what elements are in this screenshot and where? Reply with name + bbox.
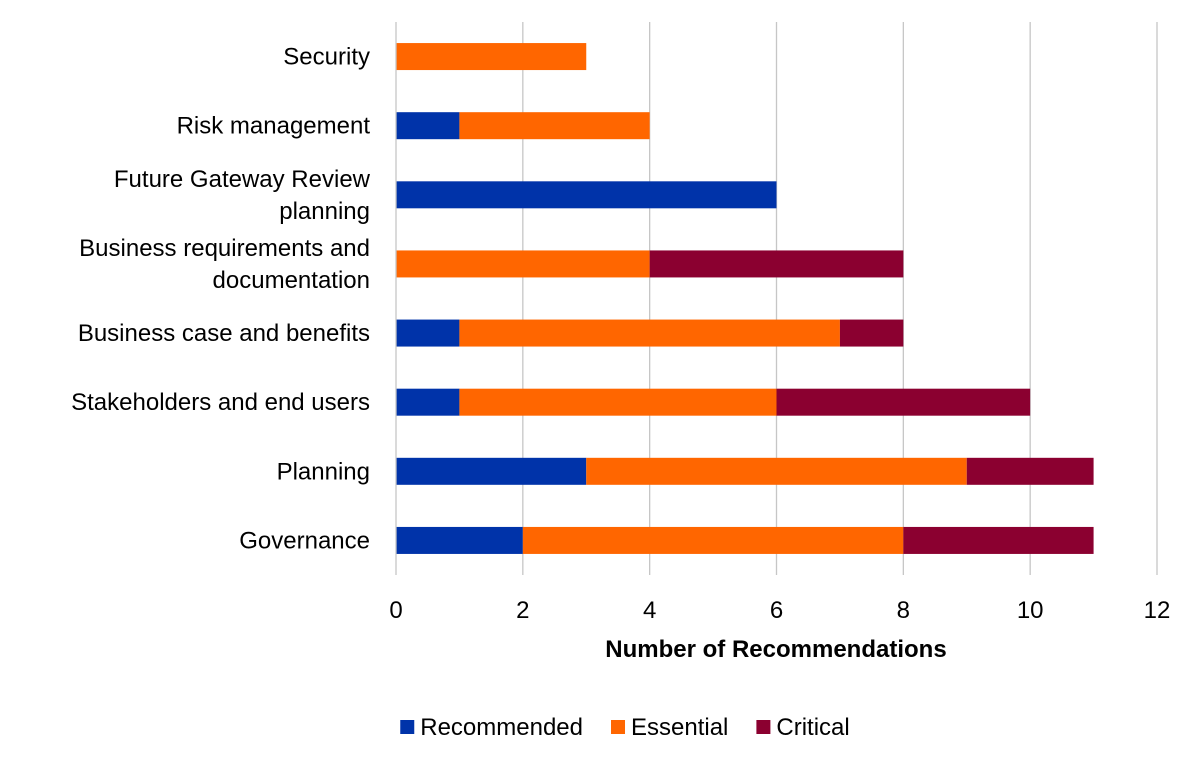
- x-axis-title: Number of Recommendations: [605, 636, 946, 663]
- x-tick-label: 6: [770, 597, 783, 624]
- bar-segment-critical: [966, 457, 1094, 485]
- x-tick-label: 8: [897, 597, 910, 624]
- category-label: Stakeholders and end users: [71, 389, 370, 416]
- legend-label: Recommended: [420, 714, 583, 741]
- category-label: Security: [283, 44, 370, 71]
- x-tick-label: 10: [1017, 597, 1044, 624]
- x-tick-label: 2: [516, 597, 529, 624]
- bar-segment-essential: [522, 526, 904, 554]
- legend-item-critical: Critical: [756, 714, 850, 741]
- legend-label: Essential: [631, 714, 728, 741]
- grid-lines: [522, 22, 1158, 575]
- category-label: Future Gateway Review planning: [114, 166, 371, 225]
- x-tick-label: 12: [1144, 597, 1171, 624]
- category-label: Planning: [277, 458, 370, 485]
- bar-segment-essential: [586, 457, 967, 485]
- category-label: Risk management: [177, 113, 371, 140]
- legend: Recommended Essential Critical: [400, 714, 850, 741]
- bars: [396, 43, 1094, 554]
- legend-swatch: [756, 720, 771, 734]
- legend-item-recommended: Recommended: [400, 714, 583, 741]
- bar-segment-recommended: [396, 181, 777, 209]
- x-tick-label: 0: [389, 597, 402, 624]
- bar-segment-critical: [649, 250, 904, 278]
- bar-segment-recommended: [396, 319, 460, 347]
- bar-segment-critical: [903, 526, 1094, 554]
- bar-segment-recommended: [396, 388, 460, 416]
- legend-swatch: [611, 720, 626, 734]
- bar-segment-essential: [396, 43, 587, 71]
- bar-segment-recommended: [396, 457, 587, 485]
- bar-segment-essential: [396, 250, 650, 278]
- legend-item-essential: Essential: [611, 714, 728, 741]
- bar-segment-critical: [776, 388, 1031, 416]
- category-label: Business case and benefits: [78, 320, 370, 347]
- legend-label: Critical: [776, 714, 849, 741]
- bar-segment-essential: [459, 388, 777, 416]
- bar-segment-recommended: [396, 526, 523, 554]
- category-label: Business requirements and documentation: [79, 235, 370, 294]
- x-tick-label: 4: [643, 597, 656, 624]
- category-labels: Security Risk management Future Gateway Re…: [71, 44, 371, 555]
- category-label: Governance: [239, 527, 370, 554]
- bar-segment-recommended: [396, 112, 460, 140]
- bar-segment-critical: [839, 319, 904, 347]
- bar-segment-essential: [459, 319, 840, 347]
- x-tick-labels: 0 2 4 6 8 10 12: [389, 597, 1170, 624]
- bar-segment-essential: [459, 112, 650, 140]
- legend-swatch: [400, 720, 415, 734]
